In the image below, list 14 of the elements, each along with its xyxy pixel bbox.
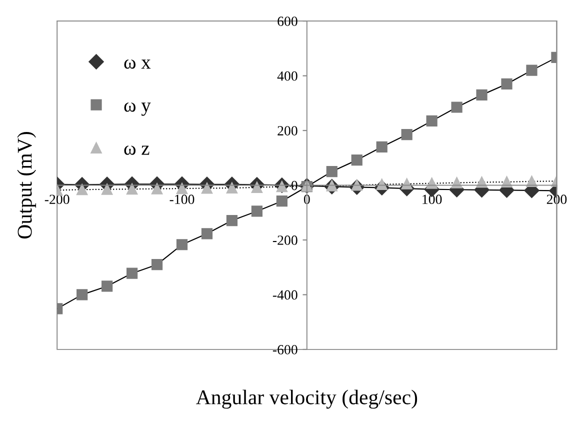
y-tick-label: -200 [272,236,298,245]
x-tick-label: 0 [304,194,310,204]
x-axis-title: Angular velocity (deg/sec) [196,390,418,409]
legend-label: ω x [124,59,151,69]
y-tick-label: 200 [278,126,298,136]
y-tick-label: 600 [278,16,298,26]
y-tick-label: -600 [272,345,298,354]
x-tick-label: -100 [170,194,194,204]
x-tick-label: -200 [44,194,70,204]
legend-label: ω y [124,102,151,116]
y-tick-label: 400 [277,71,298,81]
y-tick-label: -400 [272,290,298,300]
legend-label: ω z [124,146,150,155]
y-axis-title: Output (mV) [17,132,36,238]
